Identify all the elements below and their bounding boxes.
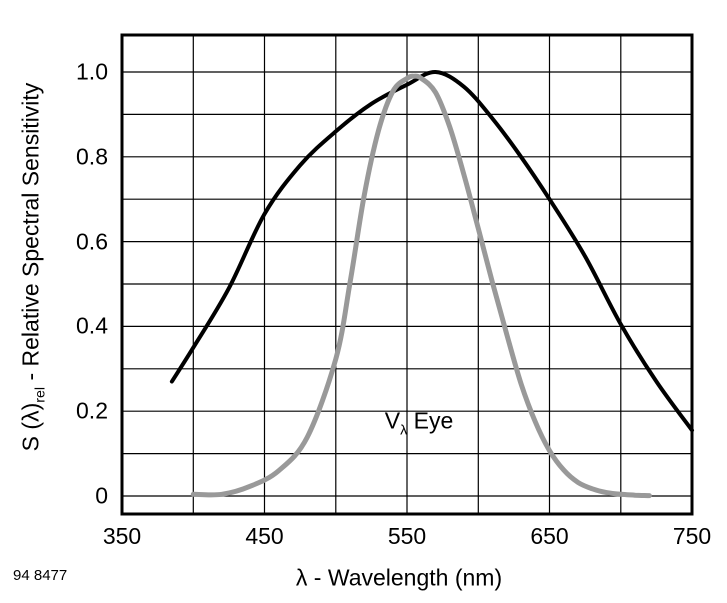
x-tick-label: 350 — [102, 523, 142, 549]
y-tick-label: 1.0 — [76, 58, 108, 85]
x-tick-label: 750 — [672, 523, 712, 549]
y-tick-label: 0.8 — [76, 143, 108, 170]
eye-curve-label-subscript: λ — [400, 422, 408, 439]
y-axis-title-subscript: rel — [32, 386, 49, 403]
y-tick-label: 0.2 — [76, 397, 108, 424]
curve-sensor — [169, 70, 694, 433]
x-axis-title: λ - Wavelength (nm) — [295, 564, 503, 591]
y-tick-label: 0.4 — [76, 312, 108, 339]
x-tick-label: 650 — [530, 523, 569, 549]
eye-curve-label-prefix: V — [384, 407, 401, 434]
y-axis-title-suffix: - Relative Spectral Sensitivity — [17, 82, 44, 387]
y-axis-title-prefix: S (λ) — [17, 402, 44, 452]
y-tick-label: 0 — [95, 482, 108, 509]
x-tick-label: 550 — [387, 523, 427, 549]
eye-curve-label: Vλ Eye — [385, 408, 454, 439]
y-tick-label: 0.6 — [76, 228, 108, 255]
x-tick-label: 450 — [245, 523, 284, 549]
eye-curve-label-suffix: Eye — [407, 407, 454, 434]
y-axis-title: S (λ)rel - Relative Spectral Sensitivity — [18, 83, 49, 452]
plot-frame — [120, 33, 694, 516]
curve-eye — [190, 73, 652, 499]
figure-number: 94 8477 — [13, 567, 68, 584]
